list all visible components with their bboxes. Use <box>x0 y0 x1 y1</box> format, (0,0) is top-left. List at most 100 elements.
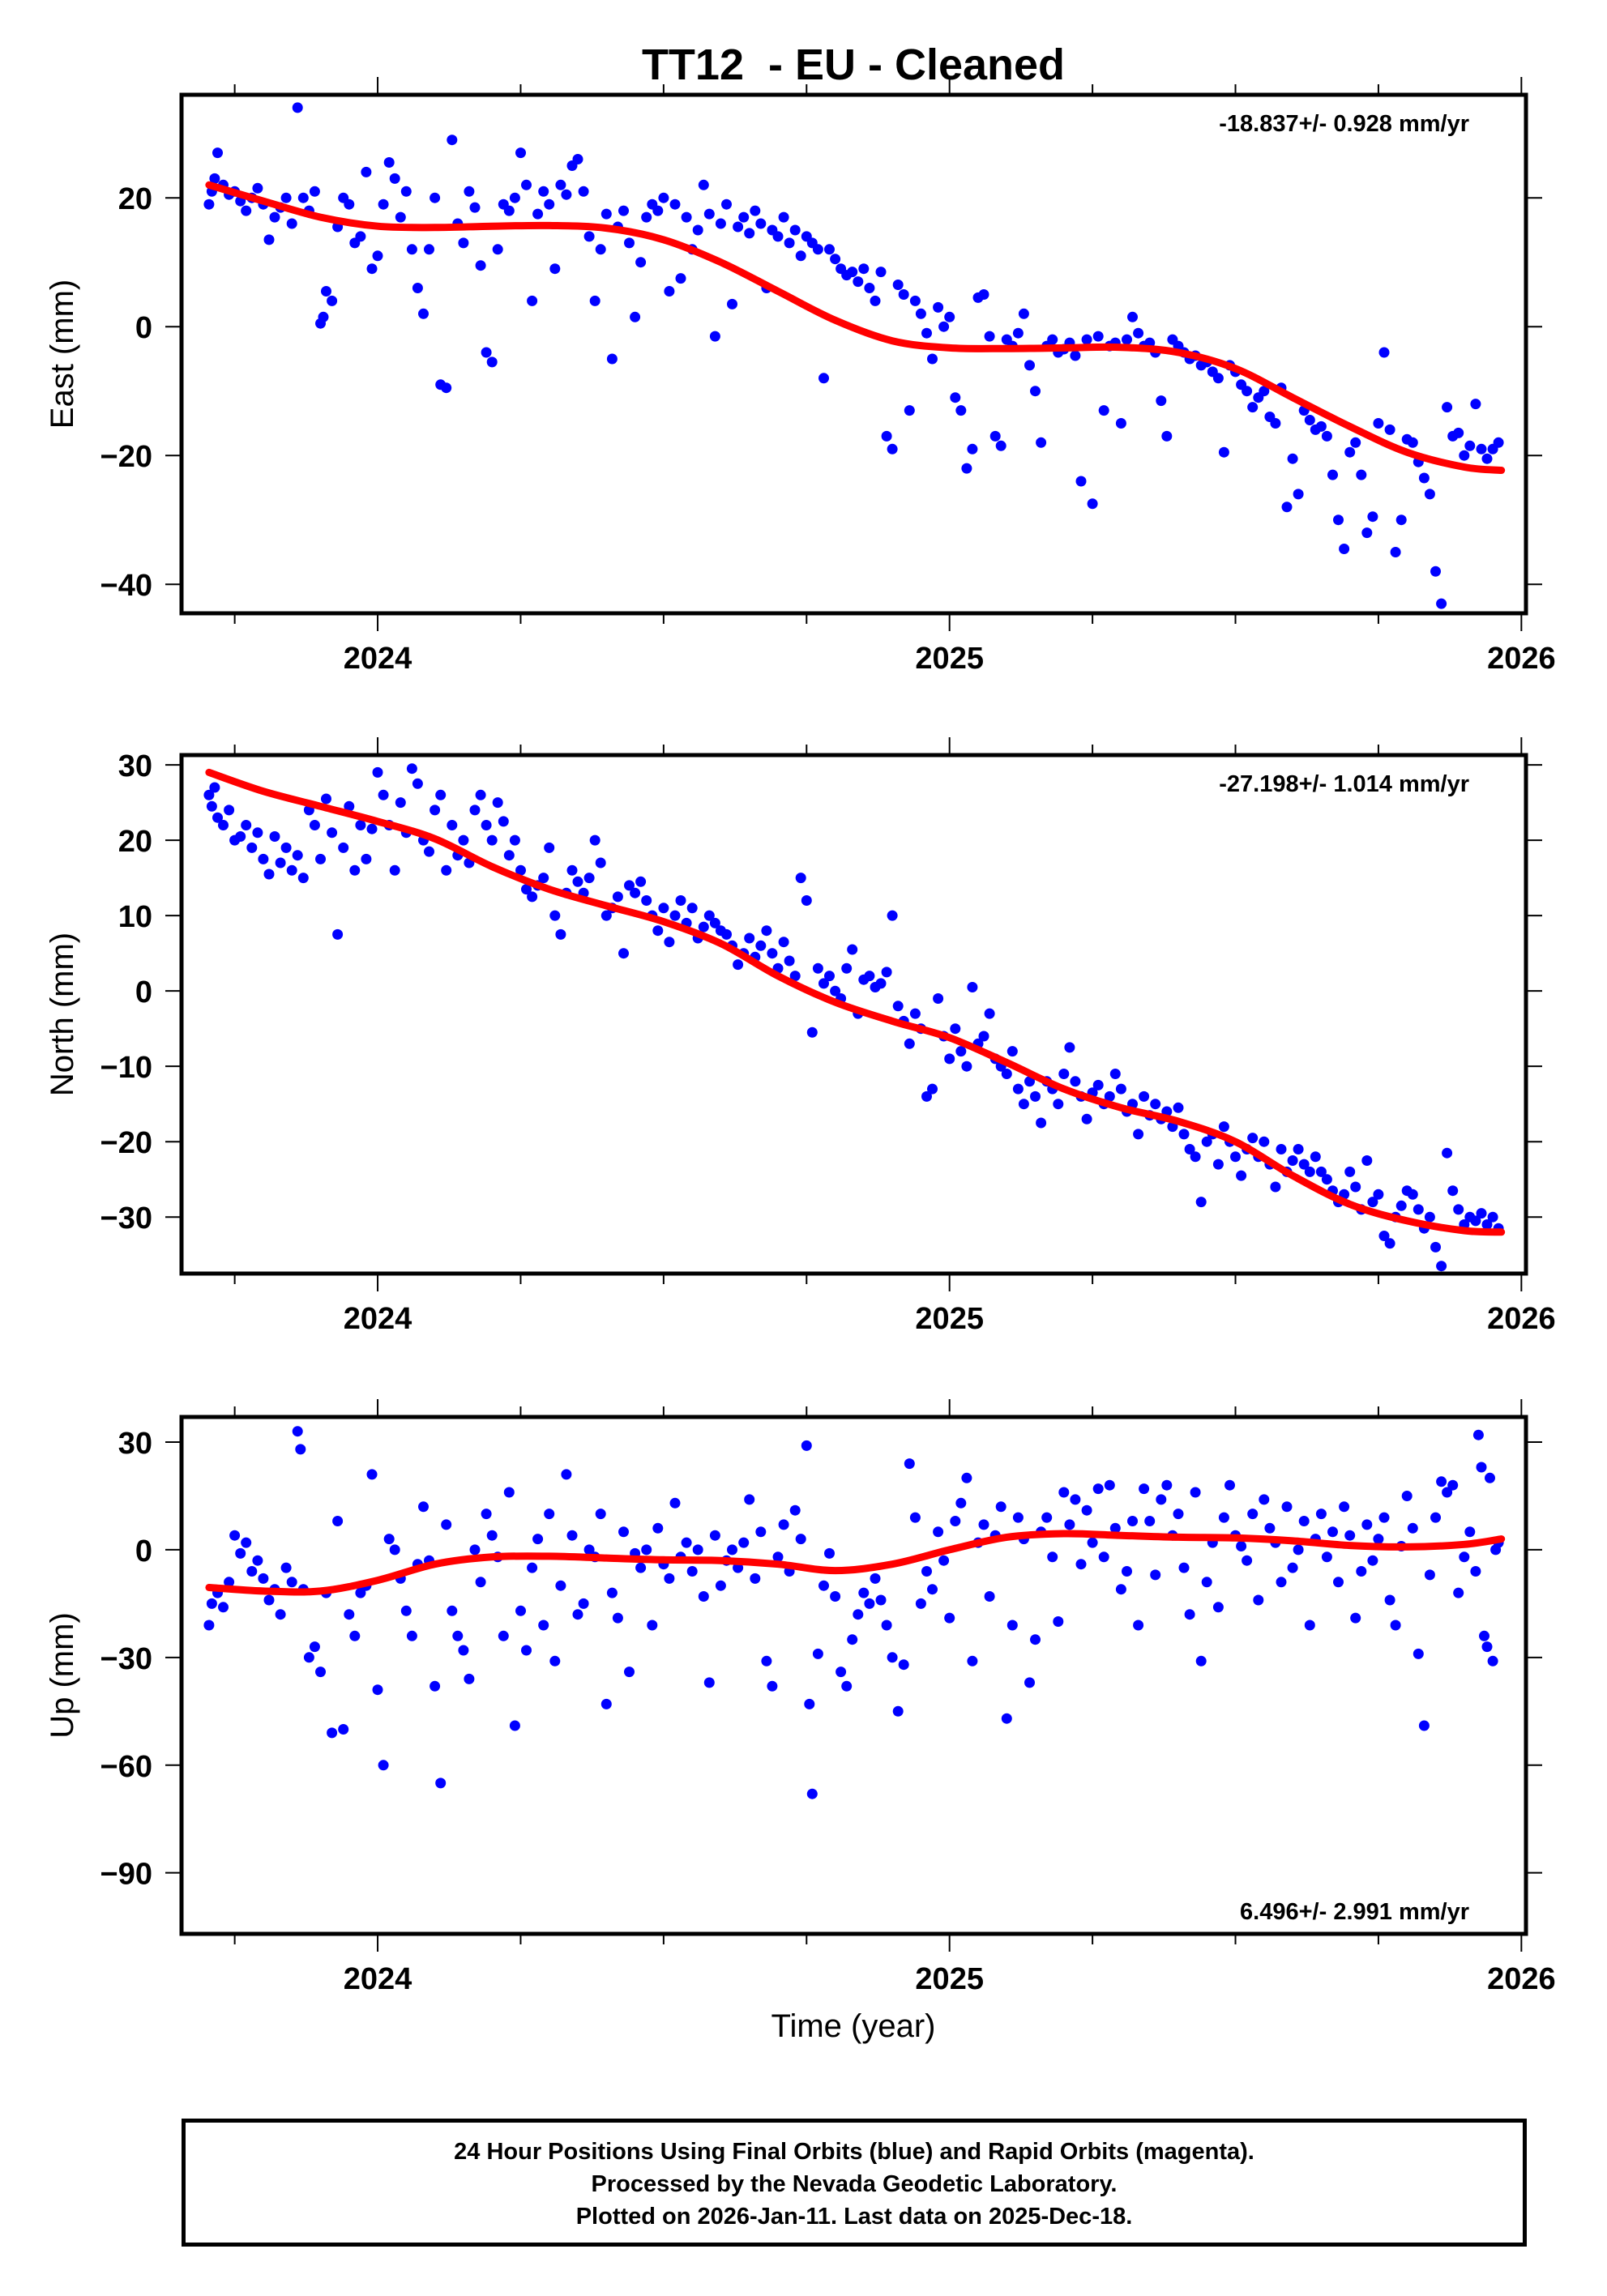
y-tick-label: 30 <box>118 749 152 783</box>
model-curve-east <box>205 181 1506 474</box>
data-point <box>887 1652 898 1663</box>
footer-info-box: 24 Hour Positions Using Final Orbits (bl… <box>182 2119 1527 2247</box>
data-point <box>795 873 806 884</box>
data-point <box>806 1788 818 1799</box>
data-point <box>327 827 338 839</box>
data-point <box>664 937 675 948</box>
data-point <box>727 1544 737 1556</box>
data-point <box>1127 311 1138 322</box>
data-point <box>1493 437 1504 448</box>
data-point <box>1161 1479 1173 1491</box>
data-point <box>498 1630 509 1641</box>
y-axis-label-north: North (mm) <box>45 932 80 1096</box>
data-point <box>875 978 887 989</box>
plot-frame <box>179 1415 1528 1936</box>
data-point <box>435 1777 447 1789</box>
data-point <box>406 1630 417 1641</box>
plot-frame <box>179 753 1528 1276</box>
data-point <box>1298 1159 1310 1170</box>
data-point <box>612 1612 623 1624</box>
data-point <box>555 179 566 190</box>
data-point <box>1424 1211 1435 1223</box>
data-point <box>578 186 589 197</box>
data-point <box>1281 1501 1293 1513</box>
data-point <box>870 1573 881 1584</box>
data-point <box>292 850 303 861</box>
data-point <box>538 1620 549 1631</box>
data-point <box>527 891 538 903</box>
data-point <box>830 1591 841 1602</box>
data-point <box>635 1562 647 1573</box>
data-point <box>698 179 709 190</box>
data-point <box>795 250 806 262</box>
data-point <box>1030 386 1041 397</box>
data-point <box>738 211 750 223</box>
data-point <box>658 192 669 203</box>
data-point <box>989 430 1001 442</box>
y-tick-label: 30 <box>118 1427 152 1461</box>
data-point <box>1356 1566 1367 1577</box>
data-point <box>681 1537 692 1548</box>
data-point <box>224 1577 235 1588</box>
data-point <box>1098 1551 1109 1563</box>
data-point <box>498 816 509 827</box>
data-point <box>595 244 606 255</box>
data-point <box>664 286 675 297</box>
data-point <box>1133 1620 1144 1631</box>
data-point <box>395 797 406 809</box>
data-point <box>406 244 417 255</box>
data-point <box>492 797 503 809</box>
data-point <box>1218 1121 1229 1133</box>
panel-up: 2024 2025 2026 30 0 −30 −60 −90 Up (mm) 6.496+/- … <box>45 1399 1556 1996</box>
data-point <box>1350 1612 1361 1624</box>
data-point <box>383 157 395 168</box>
data-point <box>904 1458 915 1470</box>
data-point <box>344 198 355 210</box>
data-point <box>967 443 978 455</box>
data-point <box>898 1659 909 1671</box>
data-point <box>658 903 669 914</box>
data-point <box>1367 511 1378 523</box>
data-point <box>635 876 647 887</box>
data-point <box>675 895 686 906</box>
y-tick-label: −10 <box>100 1051 152 1085</box>
data-point <box>400 186 412 197</box>
data-point <box>1361 1519 1373 1530</box>
data-point <box>447 820 458 830</box>
data-point <box>424 846 434 857</box>
y-tick-label: 0 <box>135 1534 152 1568</box>
data-point <box>721 198 732 210</box>
data-point <box>761 925 772 937</box>
data-point <box>258 853 269 864</box>
data-point <box>572 154 583 164</box>
data-point <box>441 864 452 876</box>
data-point <box>744 228 755 239</box>
data-point <box>1115 418 1126 429</box>
data-point <box>203 789 215 800</box>
data-point <box>641 1544 652 1556</box>
data-point <box>458 834 469 846</box>
data-point <box>1064 1519 1075 1530</box>
data-point <box>1212 1602 1224 1613</box>
data-point <box>778 937 789 948</box>
data-point <box>595 857 606 868</box>
data-point <box>806 1026 818 1038</box>
data-point <box>1081 334 1092 345</box>
data-point <box>755 940 767 951</box>
data-point <box>881 430 892 442</box>
data-point <box>332 1516 344 1526</box>
data-point <box>881 967 892 978</box>
data-point <box>503 1487 515 1498</box>
data-point <box>744 932 755 944</box>
data-point <box>864 283 875 293</box>
panel-east: 2024 2025 2026 20 0 −20 −40 East (mm) -18.837+/-… <box>45 77 1556 676</box>
data-point <box>755 218 767 229</box>
data-point <box>1036 437 1047 448</box>
data-point <box>933 993 944 1004</box>
data-point <box>378 198 389 210</box>
data-point <box>1327 1526 1338 1538</box>
y-tick-label: −40 <box>100 569 152 603</box>
data-point <box>812 244 823 255</box>
chart-title: TT12 - EU - Cleaned <box>642 41 1065 89</box>
data-point <box>909 295 921 306</box>
